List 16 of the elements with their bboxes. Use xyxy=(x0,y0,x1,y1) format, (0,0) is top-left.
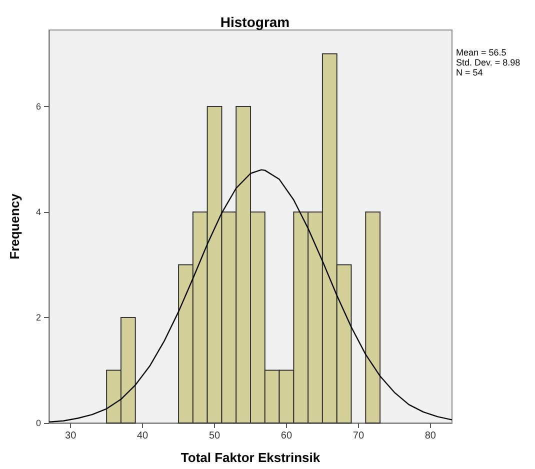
y-tick-label: 4 xyxy=(36,206,41,217)
y-tick-label: 0 xyxy=(36,418,41,428)
x-tick-label: 50 xyxy=(208,430,221,442)
text: N = 54 xyxy=(456,68,483,78)
chart-title: Histogram xyxy=(220,14,290,30)
y-axis-title: Frequency xyxy=(7,192,22,260)
y-tick-label: 2 xyxy=(36,312,41,322)
x-tick-label: 70 xyxy=(352,430,364,442)
x-tick-label: 60 xyxy=(280,430,292,442)
x-axis-title: Total Faktor Ekstrinsik xyxy=(180,450,321,465)
text: Std. Dev. = 8.98 xyxy=(456,58,520,68)
x-tick-label: 80 xyxy=(424,430,436,442)
x-tick-label: 30 xyxy=(65,430,77,442)
text: Mean = 56.5 xyxy=(456,48,506,58)
x-tick-label: 40 xyxy=(136,430,149,442)
y-tick-label: 6 xyxy=(36,101,41,112)
